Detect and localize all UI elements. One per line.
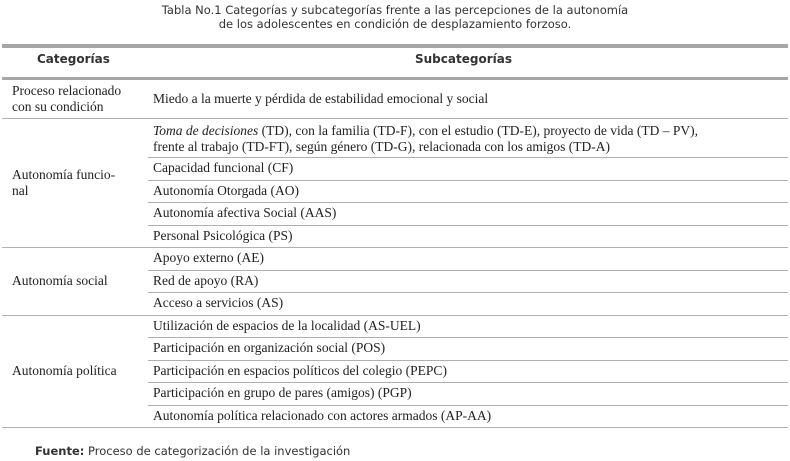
caption-line-2: de los adolescentes en condición de desp… <box>218 17 572 31</box>
row-separator <box>148 292 788 293</box>
subcategory-cell: Autonomía política relacionado con actor… <box>153 407 492 423</box>
subcategory-cell: Participación en grupo de pares (amigos)… <box>153 385 412 401</box>
group-separator <box>2 427 788 428</box>
header-categories: Categorías <box>37 52 110 66</box>
source-note: Fuente: Proceso de categorización de la … <box>35 444 350 458</box>
group-separator <box>2 247 788 248</box>
row-separator <box>148 225 788 226</box>
subcategory-emphasis: Toma de decisiones <box>153 123 259 138</box>
subcategory-cell: Capacidad funcional (CF) <box>153 160 294 176</box>
subcategory-cell: Red de apoyo (RA) <box>153 272 259 288</box>
header-subcategories: Subcategorías <box>415 52 512 66</box>
row-separator <box>148 360 788 361</box>
subcategory-cell: Miedo a la muerte y pérdida de estabilid… <box>153 91 489 106</box>
source-label: Fuente: <box>35 444 85 458</box>
subcategory-cell: Autonomía afectiva Social (AAS) <box>153 205 337 221</box>
source-text: Proceso de categorización de la investig… <box>84 444 351 458</box>
category-text-line: nal <box>12 182 29 198</box>
category-cell: Autonomía política <box>12 363 117 379</box>
row-separator <box>148 270 788 271</box>
category-text-line: Proceso relacionado <box>12 83 122 98</box>
category-cell: Proceso relacionado con su condición <box>12 83 121 115</box>
subcategory-cell: Utilización de espacios de la localidad … <box>153 317 421 333</box>
subcategory-text-line: Toma de decisiones (TD), con la familia … <box>153 123 698 139</box>
category-text-line: Autonomía funcio- <box>12 166 116 182</box>
subcategory-text-line: frente al trabajo (TD-FT), según género … <box>153 139 610 154</box>
row-separator <box>148 180 788 181</box>
row-separator <box>148 157 788 158</box>
caption-line-1: Tabla No.1 Categorías y subcategorías fr… <box>161 3 629 17</box>
top-rule <box>2 44 788 48</box>
row-separator <box>148 202 788 203</box>
row-separator <box>148 337 788 338</box>
category-text-line: con su condición <box>12 99 104 114</box>
category-cell: Autonomía funcio-nal <box>12 167 115 199</box>
group-separator <box>2 315 788 316</box>
subcategory-cell: Toma de decisiones (TD), con la familia … <box>153 123 698 155</box>
table-caption: Tabla No.1 Categorías y subcategorías fr… <box>0 3 790 31</box>
subcategory-cell: Acceso a servicios (AS) <box>153 295 284 311</box>
subcategory-cell: Personal Psicológica (PS) <box>153 227 293 243</box>
category-text-line: Autonomía política <box>12 362 117 378</box>
group-separator <box>2 118 788 119</box>
category-cell: Autonomía social <box>12 273 108 289</box>
subcategory-cell: Autonomía Otorgada (AO) <box>153 182 299 198</box>
subcategory-cell: Participación en espacios políticos del … <box>153 362 447 378</box>
subcategory-cell: Participación en organización social (PO… <box>153 340 386 356</box>
category-text-line: Autonomía social <box>12 272 108 288</box>
subcategory-text: (TD), con la familia (TD-F), con el estu… <box>258 123 698 138</box>
subcategory-cell: Apoyo externo (AE) <box>153 250 264 266</box>
row-separator <box>148 405 788 406</box>
header-rule <box>2 77 788 80</box>
row-separator <box>148 382 788 383</box>
